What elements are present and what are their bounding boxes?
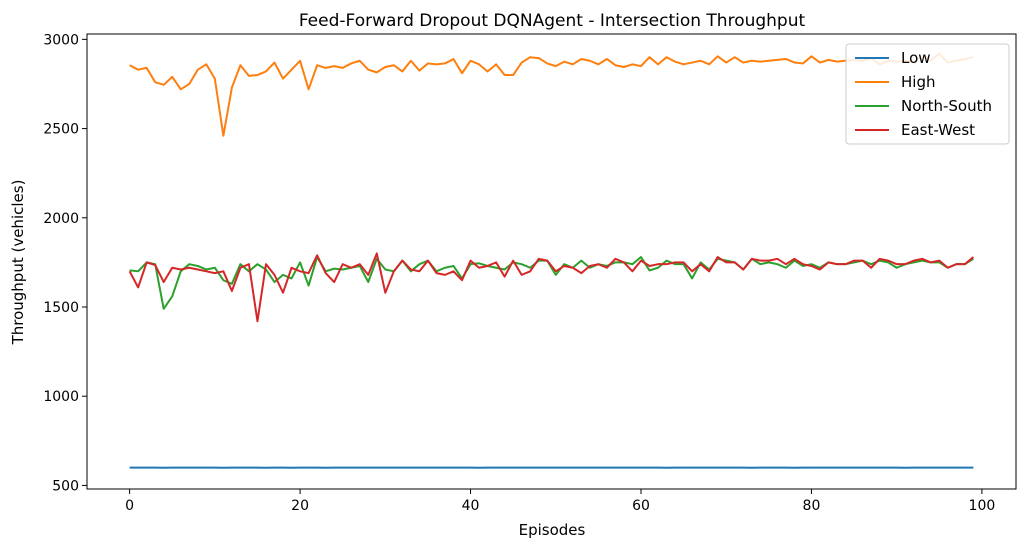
legend-label: Low [901, 49, 931, 67]
y-tick-label: 500 [52, 478, 79, 494]
y-tick-label: 2500 [43, 122, 79, 138]
y-tick-label: 3000 [43, 32, 79, 48]
y-axis-label: Throughput (vehicles) [9, 180, 27, 346]
x-axis-label: Episodes [519, 521, 586, 539]
series-group [128, 52, 975, 469]
series-line-high [129, 52, 974, 137]
x-axis: 0 20 40 60 80 100 [125, 489, 995, 514]
y-tick-label: 1500 [43, 300, 79, 316]
x-tick-label: 0 [125, 498, 134, 514]
y-axis: 500 1000 1500 2000 2500 3000 [43, 32, 87, 494]
y-tick-label: 1000 [43, 389, 79, 405]
plot-frame [86, 33, 1017, 490]
series-line-east-west [128, 252, 975, 323]
legend-label: North-South [901, 97, 992, 115]
legend-label: High [901, 73, 935, 91]
legend: Low High North-South East-West [845, 43, 1010, 145]
x-tick-label: 60 [632, 498, 650, 514]
x-tick-label: 20 [291, 498, 309, 514]
y-tick-label: 2000 [43, 211, 79, 227]
legend-box [845, 43, 1010, 145]
legend-label: East-West [901, 121, 975, 139]
x-tick-label: 80 [803, 498, 821, 514]
chart-title: Feed-Forward Dropout DQNAgent - Intersec… [299, 11, 806, 31]
x-tick-label: 100 [969, 498, 996, 514]
x-tick-label: 40 [462, 498, 480, 514]
